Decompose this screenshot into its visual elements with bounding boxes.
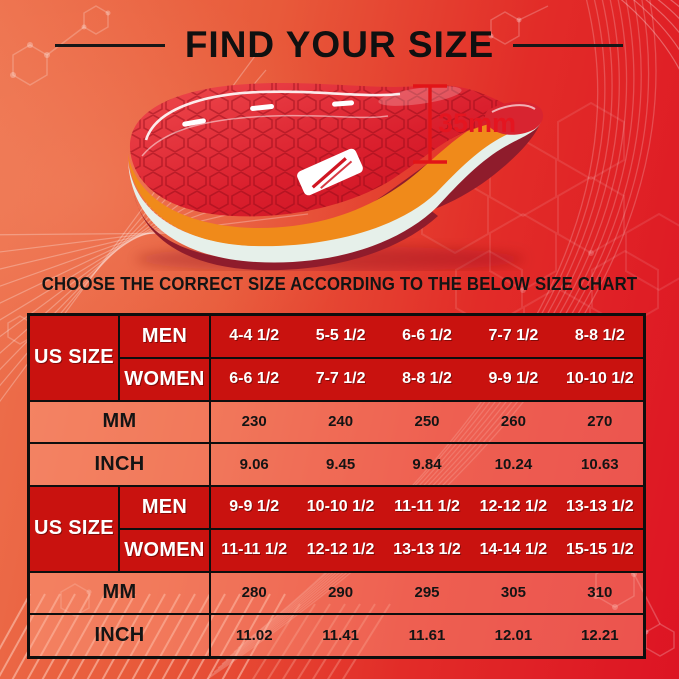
inch-value: 11.41	[322, 627, 359, 645]
arch-height-label: 35mm	[438, 108, 516, 138]
mm-value: 260	[500, 413, 526, 431]
mm-value: 295	[414, 584, 440, 602]
mm-header-2: MM	[29, 571, 210, 615]
title-dash-right	[513, 44, 623, 47]
men-sizes-row-2: 9-9 1/2 10-10 1/2 11-11 1/2 12-12 1/2 13…	[210, 486, 644, 529]
women-header-2: WOMEN	[119, 528, 210, 572]
inch-value: 9.84	[412, 456, 442, 474]
size-value: 6-6 1/2	[402, 327, 452, 345]
insole-image: 35mm	[128, 83, 544, 271]
size-value: 10-10 1/2	[306, 498, 375, 516]
mm-value: 305	[500, 584, 526, 602]
inch-values-row-1: 9.06 9.45 9.84 10.24 10.63	[210, 443, 644, 486]
arch-height-measure: 35mm	[413, 84, 516, 164]
women-sizes-row-2: 11-11 1/2 12-12 1/2 13-13 1/2 14-14 1/2 …	[210, 528, 644, 572]
size-value: 14-14 1/2	[479, 541, 548, 559]
us-size-header-1: US SIZE	[29, 315, 119, 401]
size-value: 7-7 1/2	[488, 327, 539, 345]
inch-value: 12.21	[581, 627, 619, 645]
insole-deck-markings	[141, 86, 462, 196]
mm-values-row-1: 230 240 250 260 270	[210, 400, 644, 444]
mm-values-row-2: 280 290 295 305 310	[210, 571, 644, 615]
insole-logo	[297, 148, 363, 196]
size-value: 11-11 1/2	[394, 498, 460, 516]
mm-value: 230	[241, 413, 267, 431]
size-chart-table: US SIZE MEN 4-4 1/2 5-5 1/2 6-6 1/2 7-7 …	[27, 313, 646, 659]
size-value: 15-15 1/2	[566, 541, 634, 559]
inch-header-1: INCH	[29, 443, 210, 486]
mm-value: 270	[587, 413, 613, 431]
inch-value: 9.45	[325, 456, 356, 474]
title-dash-left	[55, 44, 165, 47]
inch-value: 11.02	[235, 627, 273, 645]
size-value: 6-6 1/2	[229, 370, 280, 388]
inch-header-2: INCH	[29, 614, 210, 657]
size-value: 13-13 1/2	[566, 498, 634, 516]
page-title: FIND YOUR SIZE	[184, 24, 495, 65]
size-value: 11-11 1/2	[221, 541, 288, 559]
men-header-1: MEN	[119, 315, 210, 358]
size-value: 8-8 1/2	[574, 327, 625, 345]
inch-value: 11.61	[408, 627, 446, 645]
women-sizes-row-1: 6-6 1/2 7-7 1/2 8-8 1/2 9-9 1/2 10-10 1/…	[210, 357, 644, 401]
size-value: 9-9 1/2	[229, 498, 280, 516]
inch-value: 9.06	[239, 456, 269, 474]
size-value: 9-9 1/2	[488, 370, 539, 388]
mm-value: 280	[241, 584, 267, 602]
us-size-header-2: US SIZE	[29, 486, 119, 572]
inch-values-row-2: 11.02 11.41 11.61 12.01 12.21	[210, 614, 644, 657]
inch-value: 10.24	[494, 456, 533, 474]
size-chart-instruction: CHOOSE THE CORRECT SIZE ACCORDING TO THE…	[41, 274, 638, 294]
size-value: 5-5 1/2	[315, 327, 366, 345]
insole-base-layer	[134, 194, 438, 271]
men-header-2: MEN	[119, 486, 210, 529]
size-value: 12-12 1/2	[479, 498, 548, 516]
mm-value: 240	[328, 413, 354, 431]
size-value: 10-10 1/2	[566, 370, 634, 388]
inch-value: 10.63	[581, 456, 619, 474]
mm-header-1: MM	[29, 400, 210, 444]
size-value: 4-4 1/2	[229, 327, 280, 345]
size-value: 12-12 1/2	[306, 541, 375, 559]
insole-deck-texture	[129, 83, 516, 217]
women-header-1: WOMEN	[119, 357, 210, 401]
men-sizes-row-1: 4-4 1/2 5-5 1/2 6-6 1/2 7-7 1/2 8-8 1/2	[210, 315, 644, 358]
size-value: 7-7 1/2	[315, 370, 366, 388]
insole-toe	[484, 101, 544, 135]
mm-value: 310	[587, 584, 613, 602]
size-value: 8-8 1/2	[402, 370, 452, 388]
mm-value: 290	[328, 584, 354, 602]
mm-value: 250	[414, 413, 440, 431]
size-value: 13-13 1/2	[393, 541, 461, 559]
inch-value: 12.01	[494, 627, 533, 645]
